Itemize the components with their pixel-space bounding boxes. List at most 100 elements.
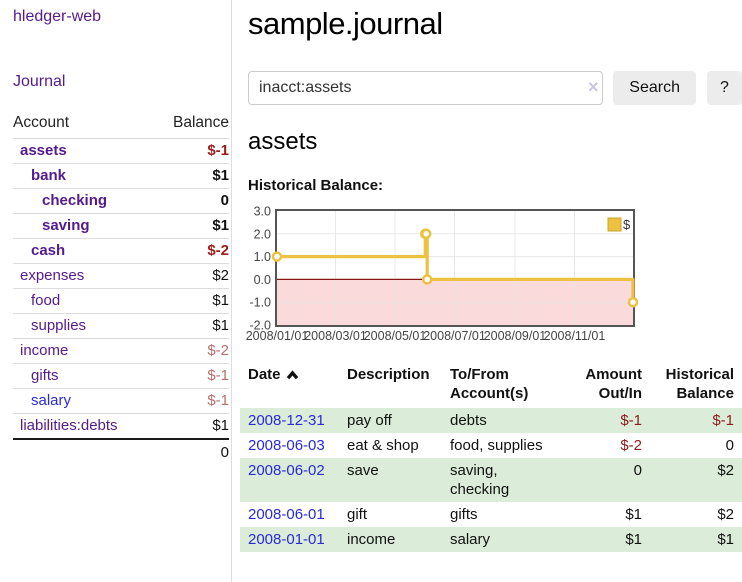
register-date-link[interactable]: 2008-06-01 bbox=[248, 506, 325, 523]
accounts-total-row: 0 bbox=[13, 439, 229, 465]
account-balance: $-1 bbox=[207, 392, 229, 409]
chart-canvas: $3.0 2.0 1.0 0.0 -1.0 -2.02008/01/012008/03/0… bbox=[246, 205, 639, 343]
data-point bbox=[421, 274, 433, 285]
register-date-link[interactable]: 2008-01-01 bbox=[248, 531, 325, 548]
account-row: cash $-2 bbox=[13, 239, 229, 264]
legend-swatch bbox=[607, 217, 622, 232]
app-title-link[interactable]: hledger-web bbox=[13, 8, 102, 25]
column-header-balance: Historical Balance bbox=[665, 366, 734, 402]
chart-title: Historical Balance: bbox=[248, 177, 384, 194]
accounts-header-row: Account Balance bbox=[13, 111, 229, 139]
accounts-header-balance: Balance bbox=[172, 114, 229, 131]
register-accounts: gifts bbox=[450, 506, 478, 523]
data-point bbox=[627, 296, 639, 308]
y-axis-tick-label: 0.0 bbox=[254, 273, 271, 287]
account-link[interactable]: salary bbox=[31, 392, 72, 409]
account-balance: $1 bbox=[212, 417, 229, 434]
account-balance: $1 bbox=[212, 292, 229, 309]
accounts-table: Account Balance assets $-1 bank $1 check… bbox=[13, 111, 229, 465]
account-balance: $-1 bbox=[207, 367, 229, 384]
register-table: Date Description To/From Account(s) Amou… bbox=[240, 365, 742, 552]
clear-search-icon[interactable]: × bbox=[588, 77, 599, 97]
accounts-total-value: 0 bbox=[220, 444, 229, 461]
register-balance: 0 bbox=[725, 437, 734, 454]
y-axis-tick-label: -2.0 bbox=[249, 319, 271, 333]
register-row: 2008-12-31 pay off debts $-1 $-1 bbox=[240, 408, 742, 433]
register-amount: $-1 bbox=[620, 412, 642, 429]
x-axis-tick-label: 2008/05/01 bbox=[364, 329, 427, 343]
account-row: food $1 bbox=[13, 289, 229, 314]
register-accounts: debts bbox=[450, 412, 487, 429]
x-axis-tick-label: 2008/09/01 bbox=[484, 329, 547, 343]
historical-balance-chart[interactable]: $3.0 2.0 1.0 0.0 -1.0 -2.0 2008/01/01 2008/03/0… bbox=[240, 203, 644, 351]
x-axis-tick-label: 2008/03/01 bbox=[304, 329, 367, 343]
account-balance: $-2 bbox=[207, 342, 229, 359]
account-link[interactable]: checking bbox=[42, 192, 108, 209]
column-header-date[interactable]: Date bbox=[240, 365, 339, 408]
account-row: checking 0 bbox=[13, 189, 229, 214]
register-row: 2008-06-03 eat & shop food, supplies $-2… bbox=[240, 433, 742, 458]
register-date-link[interactable]: 2008-06-02 bbox=[248, 462, 325, 479]
chart-border bbox=[275, 209, 635, 327]
sidebar-item-journal[interactable]: Journal bbox=[13, 73, 66, 90]
account-balance: $1 bbox=[212, 317, 229, 334]
account-link[interactable]: income bbox=[20, 342, 69, 359]
register-description: pay off bbox=[347, 412, 392, 429]
account-link[interactable]: assets bbox=[20, 142, 67, 159]
search-input[interactable] bbox=[248, 71, 604, 105]
column-header-accounts: To/From Account(s) bbox=[450, 366, 529, 402]
data-point bbox=[271, 251, 283, 262]
register-amount: $1 bbox=[625, 506, 642, 523]
sort-ascending-icon bbox=[286, 366, 299, 385]
register-header-row: Date Description To/From Account(s) Amou… bbox=[240, 365, 742, 408]
register-balance: $1 bbox=[717, 531, 734, 548]
account-link[interactable]: expenses bbox=[20, 267, 85, 284]
y-axis-tick-label: 2.0 bbox=[254, 227, 271, 241]
register-description: gift bbox=[347, 506, 368, 523]
x-axis-tick-label: 2008/01/01 bbox=[246, 329, 309, 343]
register-accounts: food, supplies bbox=[450, 437, 543, 454]
register-description: eat & shop bbox=[347, 437, 419, 454]
account-row: income $-2 bbox=[13, 339, 229, 364]
account-link[interactable]: cash bbox=[31, 242, 66, 259]
account-balance: $2 bbox=[212, 267, 229, 284]
account-balance: 0 bbox=[220, 192, 229, 209]
account-row: bank $1 bbox=[13, 164, 229, 189]
register-date-link[interactable]: 2008-06-03 bbox=[248, 437, 325, 454]
register-amount: $1 bbox=[625, 531, 642, 548]
register-row: 2008-01-01 income salary $1 $1 bbox=[240, 527, 742, 552]
column-header-amount: Amount Out/In bbox=[585, 366, 642, 402]
account-link[interactable]: supplies bbox=[31, 317, 87, 334]
account-link[interactable]: liabilities:debts bbox=[20, 417, 118, 434]
account-row: salary $-1 bbox=[13, 389, 229, 414]
account-heading: assets bbox=[248, 128, 318, 155]
account-link[interactable]: saving bbox=[42, 217, 90, 234]
legend-label: $ bbox=[623, 217, 631, 232]
y-axis-tick-label: 1.0 bbox=[254, 250, 271, 264]
register-date-link[interactable]: 2008-12-31 bbox=[248, 412, 325, 429]
account-row: supplies $1 bbox=[13, 314, 229, 339]
help-button[interactable]: ? bbox=[706, 71, 742, 105]
x-axis-tick-label: 2008/07/01 bbox=[423, 329, 486, 343]
main-content: sample.journal × Search ? assets Histori… bbox=[240, 0, 742, 552]
account-row: gifts $-1 bbox=[13, 364, 229, 389]
account-link[interactable]: food bbox=[31, 292, 61, 309]
search-form: × Search ? bbox=[248, 71, 742, 105]
account-link[interactable]: gifts bbox=[31, 367, 59, 384]
account-row: saving $1 bbox=[13, 214, 229, 239]
account-balance: $1 bbox=[212, 167, 229, 184]
register-balance: $-1 bbox=[712, 412, 734, 429]
search-button[interactable]: Search bbox=[613, 71, 696, 105]
account-link[interactable]: bank bbox=[31, 167, 67, 184]
account-balance: $1 bbox=[212, 217, 229, 234]
y-axis-tick-label: -1.0 bbox=[249, 296, 271, 310]
account-row: liabilities:debts $1 bbox=[13, 414, 229, 439]
account-row: expenses $2 bbox=[13, 264, 229, 289]
register-description: income bbox=[347, 531, 396, 548]
data-point bbox=[420, 228, 432, 240]
y-axis-tick-label: 3.0 bbox=[254, 205, 271, 219]
register-accounts: saving, checking bbox=[450, 462, 510, 498]
page-title: sample.journal bbox=[248, 6, 443, 41]
accounts-header-account: Account bbox=[13, 114, 70, 131]
register-amount: $-2 bbox=[620, 437, 642, 454]
